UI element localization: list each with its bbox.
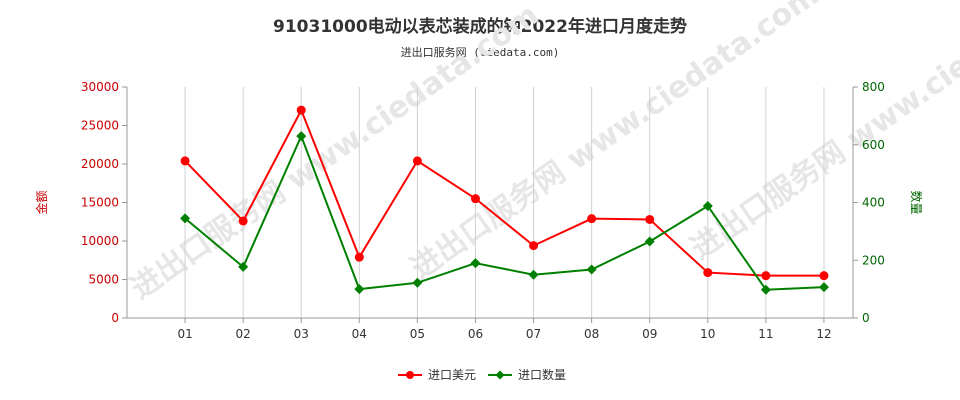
grid-lines xyxy=(184,87,825,318)
series-1-point-08 xyxy=(587,214,597,224)
series-2-point-08 xyxy=(586,264,597,275)
y-right-axis-title: 数量 xyxy=(909,190,924,214)
series-2-point-12 xyxy=(818,282,829,293)
y-right-tick-label: 800 xyxy=(862,80,885,94)
series-2-point-02 xyxy=(238,261,249,272)
series-line-2 xyxy=(184,133,825,291)
series-1-point-06 xyxy=(470,194,480,204)
legend-marker-1 xyxy=(406,371,414,379)
legend-label-2: 进口数量 xyxy=(518,367,566,382)
x-tick-label: 03 xyxy=(294,327,309,341)
series-1-point-10 xyxy=(703,268,713,278)
y-left-axis-title: 金额 xyxy=(34,190,49,214)
x-tick-label: 10 xyxy=(700,327,715,341)
series-2-point-05 xyxy=(412,277,423,288)
series-2-point-11 xyxy=(760,284,771,295)
y-left-tick-label: 30000 xyxy=(81,80,119,94)
y-right-tick-label: 400 xyxy=(862,196,885,210)
series-1-point-09 xyxy=(645,214,655,224)
x-tick-label: 05 xyxy=(410,327,425,341)
series-2-point-10 xyxy=(702,200,713,211)
chart-title: 91031000电动以表芯装成的钟2022年进口月度走势 xyxy=(273,17,687,37)
series-1-point-05 xyxy=(412,156,422,166)
series-2-point-09 xyxy=(644,236,655,247)
series-2-point-07 xyxy=(528,269,539,280)
x-tick-label: 01 xyxy=(177,327,192,341)
x-tick-label: 04 xyxy=(352,327,367,341)
series-1-point-07 xyxy=(529,241,539,251)
series-1-point-04 xyxy=(354,252,364,262)
y-left-tick-label: 20000 xyxy=(81,157,119,171)
chart-subtitle: 进出口服务网 (ciedata.com) xyxy=(400,46,560,59)
series-line-1 xyxy=(184,107,824,277)
series-1-point-02 xyxy=(238,216,248,226)
series-1-point-01 xyxy=(180,156,190,166)
x-tick-label: 11 xyxy=(758,327,773,341)
x-tick-label: 12 xyxy=(816,327,831,341)
series-2-point-04 xyxy=(354,284,365,295)
x-tick-label: 08 xyxy=(584,327,599,341)
y-right-tick-label: 600 xyxy=(862,138,885,152)
series-1-point-12 xyxy=(819,271,829,281)
y-left-tick-label: 5000 xyxy=(88,273,119,287)
y-left-tick-label: 25000 xyxy=(81,119,119,133)
y-left-tick-label: 10000 xyxy=(81,234,119,248)
series-1-point-03 xyxy=(296,105,306,115)
series-1-point-11 xyxy=(761,271,771,281)
series-2-point-01 xyxy=(180,213,191,224)
x-tick-label: 07 xyxy=(526,327,541,341)
x-tick-label: 02 xyxy=(236,327,251,341)
series-2-point-03 xyxy=(296,131,307,142)
legend: 进口美元 进口数量 xyxy=(398,367,566,382)
legend-label-1: 进口美元 xyxy=(428,368,476,382)
axes: 0 5000 10000 15000 20000 25000 30000 0 200 400 600… xyxy=(34,80,924,341)
y-left-tick-label: 0 xyxy=(111,311,119,325)
series-2-point-06 xyxy=(470,258,481,269)
x-tick-label: 09 xyxy=(642,327,657,341)
watermark-text-1: 进出口服务网 www.ciedata.com xyxy=(125,0,546,307)
series-layer xyxy=(180,105,829,295)
y-right-tick-label: 0 xyxy=(862,311,870,325)
y-right-tick-label: 200 xyxy=(862,253,885,267)
y-left-tick-label: 15000 xyxy=(81,196,119,210)
legend-marker-2 xyxy=(495,370,505,380)
x-tick-label: 06 xyxy=(468,327,483,341)
